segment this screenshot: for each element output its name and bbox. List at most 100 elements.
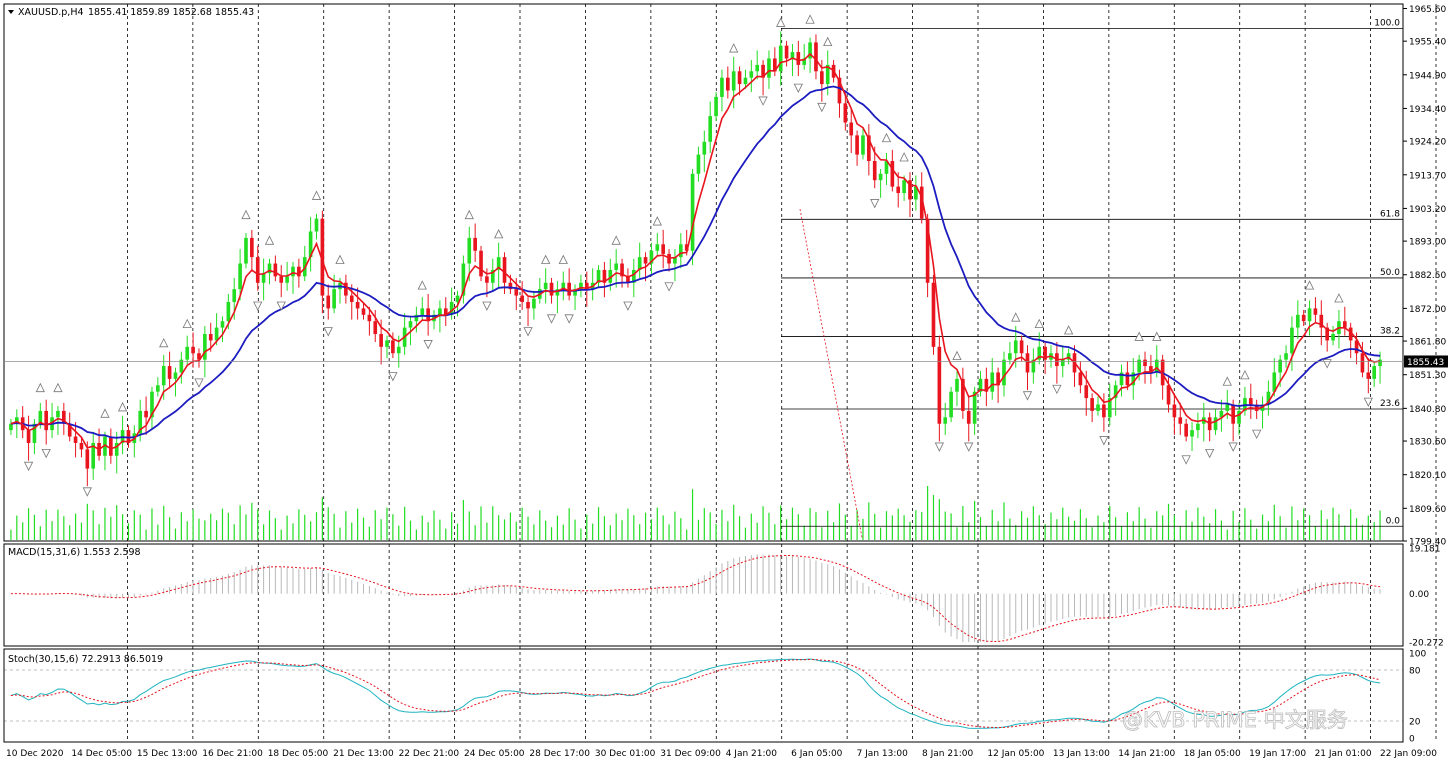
candle-body xyxy=(1154,359,1159,373)
candle-body xyxy=(1149,366,1153,373)
candle-body xyxy=(326,295,331,309)
candle-body xyxy=(931,282,936,347)
stoch-signal-line xyxy=(10,658,1381,729)
candle-body xyxy=(825,64,830,85)
triangle-down-icon xyxy=(276,301,286,311)
stoch-panel xyxy=(4,658,1403,729)
triangle-up-icon xyxy=(1134,331,1144,341)
candle-body xyxy=(9,423,13,431)
candle-body xyxy=(1090,398,1094,411)
candle-body xyxy=(778,45,783,72)
x-tick-label: 21 Jan 01:00 xyxy=(1315,749,1372,759)
candle-body xyxy=(367,314,372,322)
candle-body xyxy=(1190,430,1194,437)
candle-body xyxy=(949,391,953,418)
candle-body xyxy=(1231,404,1235,424)
macd-tick-label: 0.00 xyxy=(1409,590,1429,600)
y-tick-label: 1924.20 xyxy=(1409,138,1446,148)
candle-body xyxy=(596,269,601,283)
triangle-up-icon xyxy=(241,209,251,220)
candle-body xyxy=(173,372,178,379)
candle-body xyxy=(773,58,777,72)
candle-body xyxy=(1060,359,1065,367)
fib-label: 23.6 xyxy=(1380,399,1400,409)
candle-body xyxy=(743,77,748,85)
candle-body xyxy=(156,385,160,392)
candle-body xyxy=(990,372,995,392)
candle-body xyxy=(285,276,289,283)
stoch-tick-label: 20 xyxy=(1409,718,1421,728)
candle-body xyxy=(720,77,724,97)
triangle-up-icon xyxy=(1334,293,1344,303)
candle-body xyxy=(485,276,489,283)
candle-body xyxy=(755,64,760,72)
candle-body xyxy=(884,160,889,174)
x-tick-label: 15 Dec 13:00 xyxy=(137,749,198,759)
candle-body xyxy=(614,263,618,270)
ema-fast-line xyxy=(10,52,1381,451)
candle-body xyxy=(408,321,413,328)
candle-body xyxy=(349,295,354,302)
candle-body xyxy=(279,276,284,283)
triangle-down-icon xyxy=(793,83,803,93)
triangle-down-icon xyxy=(23,461,34,472)
candle-body xyxy=(532,298,536,309)
triangle-down-icon xyxy=(758,96,768,106)
candle-body xyxy=(203,334,207,360)
triangle-up-icon xyxy=(1152,331,1162,341)
candlesticks xyxy=(9,31,1382,487)
triangle-up-icon xyxy=(335,254,345,264)
candle-body xyxy=(626,276,630,283)
candle-body xyxy=(919,186,924,219)
candle-body xyxy=(696,154,701,174)
candle-body xyxy=(255,257,260,283)
candle-body xyxy=(438,308,442,315)
candle-body xyxy=(56,410,60,418)
candle-body xyxy=(1078,372,1083,386)
triangle-up-icon xyxy=(823,36,833,47)
volume-bars xyxy=(10,486,1381,540)
triangle-down-icon xyxy=(1205,448,1215,459)
candle-body xyxy=(708,116,713,142)
triangle-up-icon xyxy=(1222,376,1232,386)
triangle-down-icon xyxy=(817,102,827,113)
candle-body xyxy=(420,308,425,315)
candle-body xyxy=(725,77,730,91)
candle-body xyxy=(197,353,201,360)
triangle-up-icon xyxy=(417,280,427,290)
triangle-up-icon xyxy=(117,402,128,412)
panel-border xyxy=(3,3,1404,542)
candle-body xyxy=(878,173,883,181)
candle-body xyxy=(584,282,589,290)
candle-body xyxy=(966,410,971,424)
candle-body xyxy=(631,269,636,283)
candle-body xyxy=(514,289,519,296)
x-tick-label: 28 Dec 17:00 xyxy=(529,749,590,759)
candle-body xyxy=(150,391,154,418)
candle-body xyxy=(144,410,148,418)
triangle-down-icon xyxy=(423,340,433,350)
x-tick-label: 24 Dec 05:00 xyxy=(464,749,525,759)
x-tick-label: 7 Jan 13:00 xyxy=(857,749,909,759)
triangle-up-icon xyxy=(652,216,662,226)
candle-body xyxy=(355,301,360,309)
candle-body xyxy=(1266,391,1271,405)
triangle-up-icon xyxy=(1011,312,1021,322)
triangle-down-icon[interactable] xyxy=(8,10,14,14)
candle-body xyxy=(1301,314,1306,322)
x-tick-label: 6 Jan 05:00 xyxy=(791,749,843,759)
candle-body xyxy=(661,244,666,254)
candle-body xyxy=(814,42,818,72)
candle-body xyxy=(1013,340,1018,354)
candle-body xyxy=(220,321,225,328)
candle-body xyxy=(261,273,266,283)
candle-body xyxy=(1237,410,1241,424)
moving-averages xyxy=(10,52,1381,451)
candle-body xyxy=(32,423,37,443)
candle-body xyxy=(802,58,807,65)
triangle-up-icon xyxy=(1240,369,1250,380)
candle-body xyxy=(555,289,560,296)
panel-border xyxy=(3,543,1404,647)
